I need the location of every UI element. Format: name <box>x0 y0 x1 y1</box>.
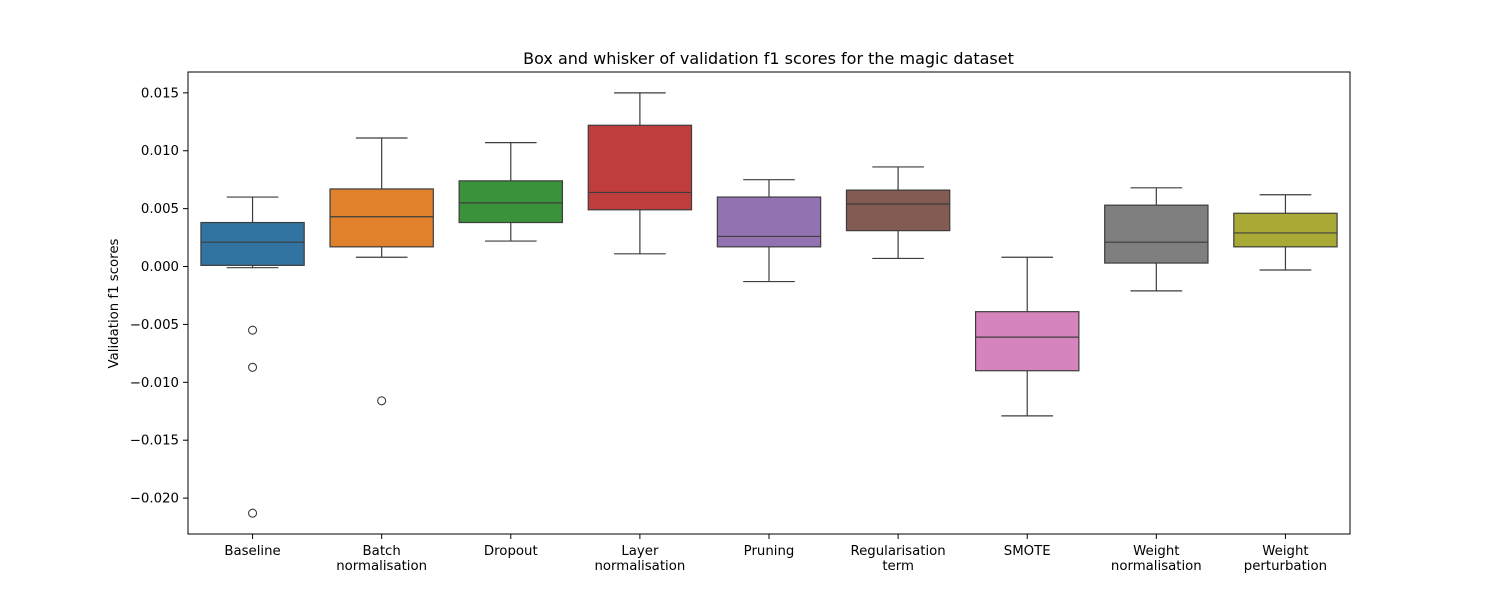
x-tick-label: term <box>882 559 914 574</box>
y-tick-label: −0.020 <box>130 492 179 507</box>
x-tick-label: perturbation <box>1244 559 1327 574</box>
x-tick-label: Layer <box>621 544 659 559</box>
box-iqr <box>974 311 1080 372</box>
outlier-point <box>248 508 258 518</box>
x-tick-label: SMOTE <box>1004 544 1051 559</box>
box-iqr <box>200 221 305 266</box>
y-tick-label: 0.000 <box>141 260 179 275</box>
x-tick-label: Weight <box>1262 544 1308 559</box>
box-group-dropout: Dropout <box>458 142 564 559</box>
outlier-point <box>248 362 258 372</box>
x-tick-label: Pruning <box>744 544 795 559</box>
box-iqr <box>329 188 434 248</box>
x-tick-label: Dropout <box>484 544 538 559</box>
outlier-point <box>377 396 387 406</box>
y-tick-label: −0.010 <box>130 376 179 391</box>
outlier-point <box>248 325 258 335</box>
y-tick-label: −0.005 <box>130 318 179 333</box>
box-iqr <box>587 124 693 211</box>
y-axis-label: Validation f1 scores <box>107 238 122 368</box>
y-tick-label: 0.005 <box>141 202 179 217</box>
x-tick-label: normalisation <box>594 559 685 574</box>
chart-title: Box and whisker of validation f1 scores … <box>523 49 1014 68</box>
y-tick-label: −0.015 <box>130 434 179 449</box>
box-iqr <box>1104 204 1209 264</box>
x-tick-label: Weight <box>1133 544 1179 559</box>
x-tick-label: Baseline <box>224 544 280 559</box>
plot-frame <box>187 71 1351 535</box>
box-group-smote: SMOTE <box>974 256 1080 559</box>
plot-area: 0.015 0.010 0.005 0.000 −0.005 −0.010 −0.015 −0… <box>130 86 1338 574</box>
y-tick-label: 0.010 <box>141 144 179 159</box>
box-iqr <box>716 196 822 248</box>
box-iqr <box>458 180 564 224</box>
box-group-baseline: Baseline <box>200 196 305 559</box>
x-tick-label: normalisation <box>336 559 427 574</box>
x-tick-label: Batch <box>363 544 401 559</box>
box-iqr <box>845 189 951 232</box>
x-tick-label: Regularisation <box>850 544 945 559</box>
y-tick-label: 0.015 <box>141 86 179 101</box>
box-group-pruning: Pruning <box>716 179 822 559</box>
box-iqr <box>1233 212 1338 248</box>
x-tick-label: normalisation <box>1111 559 1202 574</box>
